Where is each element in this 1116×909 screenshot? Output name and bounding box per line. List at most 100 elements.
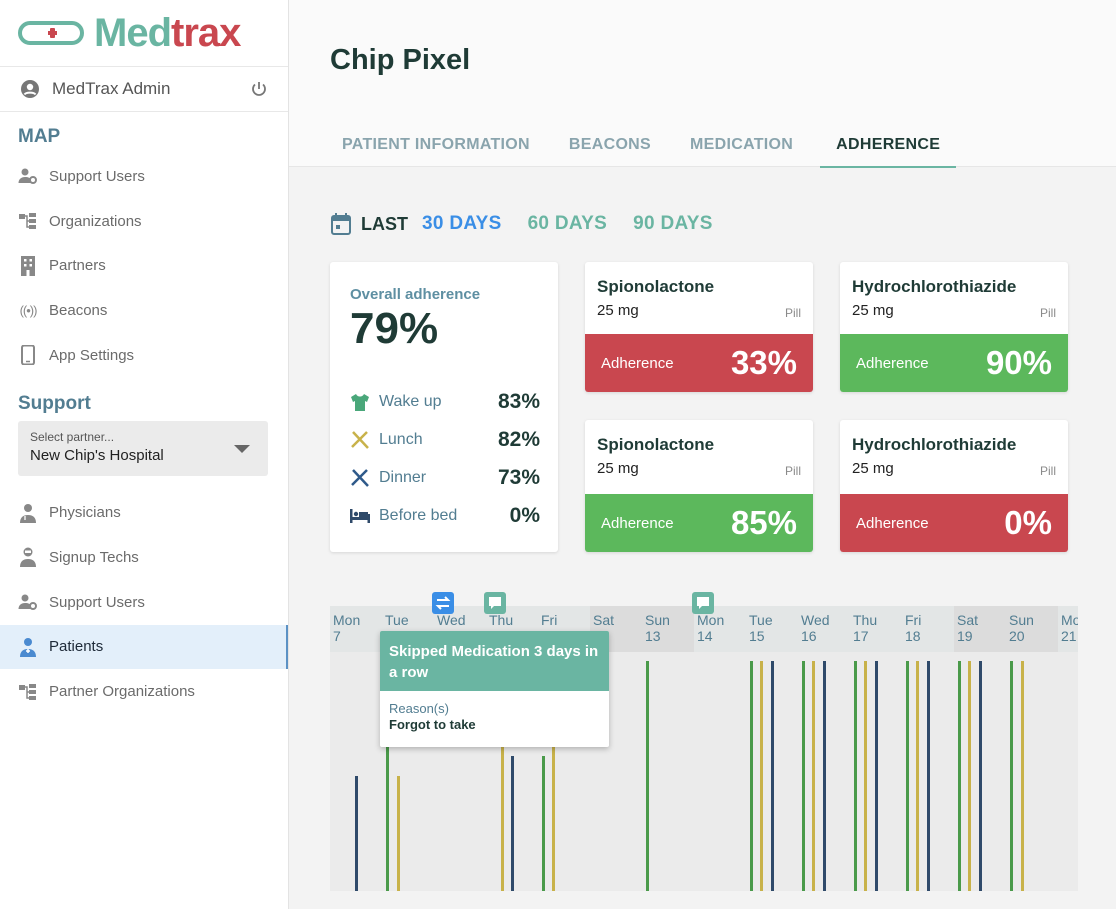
dose-line [750,661,753,891]
adherence-bar: Adherence 85% [585,494,813,552]
meal-label: Before bed [379,507,458,524]
sidebar-item-label: Support Users [49,167,145,185]
admin-bar: MedTrax Admin [0,67,288,112]
calendar-icon [331,213,351,235]
overall-adherence-card: Overall adherence 79% Wake up 83% Lunch … [330,262,558,552]
day-header: Mon21 [1061,612,1078,644]
sidebar-item-label: Partners [49,257,106,275]
dose-line [771,661,774,891]
cutlery-cross-icon [350,468,370,488]
sidebar-item-label: App Settings [49,346,135,364]
adherence-bar: Adherence 33% [585,334,813,392]
logo-text-part1: Med [94,10,172,55]
day-header: Fri 18 [905,612,922,644]
logo-text-part2: trax [171,10,241,55]
day-header: Thu 17 [853,612,878,644]
org-chart-icon [18,211,38,231]
partner-select-label: Select partner... [30,430,115,445]
adherence-value: 90% [985,344,1052,381]
tab-medication[interactable]: MEDICATION [690,136,794,153]
tab-beacons[interactable]: BEACONS [568,136,652,153]
dose-line [802,661,805,891]
meal-value: 0% [509,504,540,527]
comment-event-marker[interactable] [484,592,506,614]
adherence-label: Adherence [856,354,929,372]
sidebar-item-signup-techs[interactable]: Signup Techs [0,535,288,580]
dose-line [760,661,763,891]
medication-name: Spionolactone [597,435,715,454]
tab-patient-information[interactable]: PATIENT INFORMATION [342,136,530,153]
dose-line [501,726,504,891]
broadcast-icon: ((•)) [19,302,38,318]
comment-event-marker[interactable] [692,592,714,614]
range-30-days[interactable]: 30 DAYS [422,213,502,234]
medication-form: Pill [1039,306,1056,320]
medication-name: Hydrochlorothiazide [852,435,1017,454]
adherence-value: 85% [730,504,797,541]
medication-dose: 25 mg [597,460,639,477]
partner-select[interactable]: Select partner... New Chip's Hospital [18,421,268,477]
dose-line [812,661,815,891]
sidebar-item-app-settings[interactable]: App Settings [0,333,288,378]
account-icon [21,80,39,98]
day-header: Mon 14 [697,612,725,644]
sidebar-item-label: Support Users [49,593,145,611]
medication-card[interactable]: Spionolactone 25 mg Pill Adherence 33% [585,262,813,392]
tab-adherence[interactable]: ADHERENCE [820,136,957,168]
admin-name: MedTrax Admin [52,79,171,98]
medication-card[interactable]: Spionolactone 25 mg Pill Adherence 85% [585,420,813,552]
sidebar: Medtrax MedTrax Admin MAP Support Users … [0,0,289,909]
dose-line [864,661,867,891]
sidebar-item-partner-organizations[interactable]: Partner Organizations [0,669,288,714]
adherence-value: 33% [730,344,797,381]
date-range-selector: LAST 30 DAYS 60 DAYS 90 DAYS [331,213,739,235]
adherence-bar: Adherence 90% [840,334,1068,392]
dose-line [916,661,919,891]
sidebar-item-partners[interactable]: Partners [0,243,288,288]
tooltip-reason-value: Forgot to take [389,717,476,732]
meal-value: 82% [497,428,540,451]
adherence-label: Adherence [856,514,929,532]
sidebar-item-support-users-2[interactable]: Support Users [0,580,288,625]
sidebar-item-patients[interactable]: Patients [0,624,288,670]
adherence-bar: Adherence 0% [840,494,1068,552]
tooltip-reason-label: Reason(s) [389,701,449,716]
shirt-icon [350,393,370,411]
dose-line [511,756,514,891]
medication-card[interactable]: Hydrochlorothiazide 25 mg Pill Adherence… [840,262,1068,392]
partner-select-value: New Chip's Hospital [30,447,164,465]
day-header: Sun 13 [642,606,694,652]
dose-line [646,661,649,891]
event-tooltip: Skipped Medication 3 days in a row Reaso… [380,631,609,747]
bed-icon [350,509,370,523]
sidebar-item-label: Physicians [49,504,121,522]
meal-row-wake-up: Wake up 83% [350,390,540,414]
swap-event-marker[interactable] [432,592,454,614]
sidebar-item-beacons[interactable]: ((•)) Beacons [0,288,288,333]
logo[interactable]: Medtrax [0,0,288,67]
day-header: Wed 16 [801,612,830,644]
sidebar-item-physicians[interactable]: Physicians [0,490,288,535]
medication-card[interactable]: Hydrochlorothiazide 25 mg Pill Adherence… [840,420,1068,552]
meal-value: 83% [497,390,540,413]
range-60-days[interactable]: 60 DAYS [527,213,608,234]
adherence-label: Adherence [601,514,674,532]
dose-line [542,756,545,891]
dose-line [979,661,982,891]
dose-line [386,746,389,891]
dose-line [355,776,358,891]
dose-line [854,661,857,891]
sidebar-item-organizations[interactable]: Organizations [0,199,288,244]
building-icon [18,255,38,276]
tech-icon [18,547,38,568]
meal-row-before-bed: Before bed 0% [350,504,540,528]
sidebar-item-support-users[interactable]: Support Users [0,154,288,199]
medication-form: Pill [784,464,801,478]
dose-line [397,776,400,891]
dose-line [823,661,826,891]
day-header: Sun 20 [1006,606,1058,652]
org-chart-icon [18,682,38,702]
range-90-days[interactable]: 90 DAYS [633,213,713,234]
power-icon[interactable] [250,80,268,98]
day-header: Tue 15 [749,612,773,644]
